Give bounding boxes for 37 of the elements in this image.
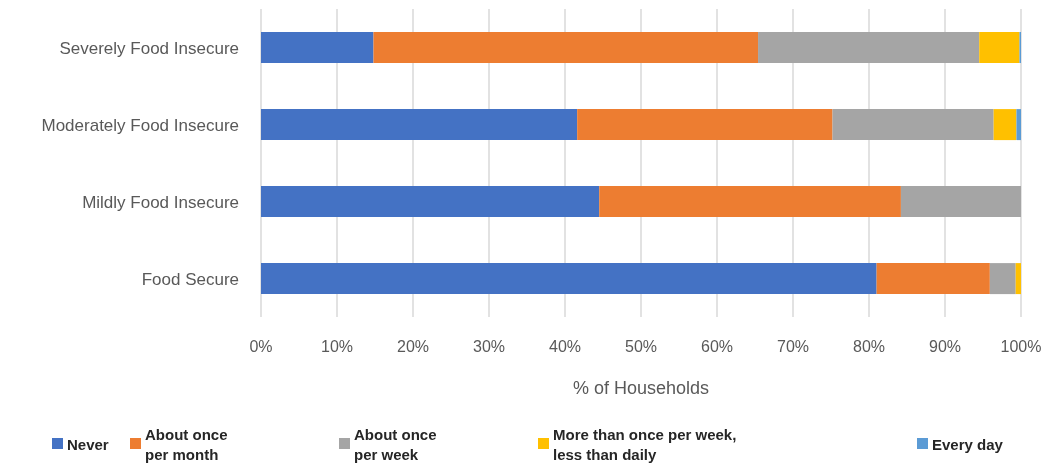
bar — [758, 32, 980, 64]
y-tick-label: Mildly Food Insecure — [82, 192, 239, 211]
x-tick-label: 0% — [249, 338, 273, 356]
x-tick-label: 100% — [1000, 338, 1042, 356]
x-axis-title: % of Households — [572, 378, 710, 398]
y-tick-label: Moderately Food Insecure — [41, 115, 239, 134]
bar — [599, 186, 901, 218]
bar — [832, 109, 994, 141]
x-tick-label: 30% — [472, 338, 506, 356]
x-tick-label: 50% — [624, 338, 658, 356]
y-tick-label: Severely Food Insecure — [59, 38, 239, 57]
x-tick-label: 60% — [700, 338, 734, 356]
bar — [979, 32, 1020, 64]
bar — [1016, 109, 1021, 141]
bar — [261, 263, 877, 295]
x-tick-label: 90% — [928, 338, 962, 356]
x-tick-label: 40% — [548, 338, 582, 356]
legend-label: Every day — [932, 435, 1003, 455]
x-tick-label: 70% — [776, 338, 810, 356]
y-tick-label: Food Secure — [141, 269, 239, 288]
bar — [993, 109, 1017, 141]
x-tick-label: 80% — [852, 338, 886, 356]
legend-label: About once per week — [354, 425, 438, 465]
x-tick-label: 20% — [396, 338, 430, 356]
bar — [989, 263, 1016, 295]
bar — [373, 32, 759, 64]
x-tick-label: 10% — [320, 338, 354, 356]
bar — [261, 186, 600, 218]
bar — [1015, 263, 1021, 295]
bar — [261, 109, 578, 141]
bar — [876, 263, 990, 295]
bar — [900, 186, 1021, 218]
legend-label: Never — [67, 435, 109, 455]
bar — [261, 32, 374, 64]
legend-label: About once per month — [145, 425, 229, 465]
bar — [577, 109, 833, 141]
legend-label: More than once per week, less than daily — [553, 425, 738, 465]
